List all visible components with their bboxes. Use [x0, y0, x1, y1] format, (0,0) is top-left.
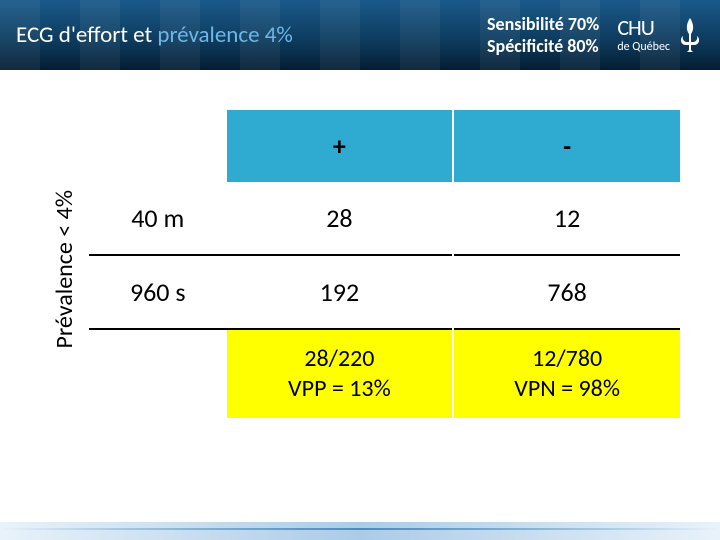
logo-text: CHU de Québec [617, 16, 670, 53]
header-spacer [89, 110, 227, 182]
sensitivity-specificity: Sensibilité 70% Spécificité 80% [487, 13, 599, 57]
fleur-de-lis-icon [676, 16, 704, 54]
col-header-minus: - [454, 110, 680, 182]
cell-0-plus: 28 [227, 182, 453, 255]
result-minus-line2: VPN = 98% [462, 374, 672, 404]
specificity-line: Spécificité 80% [487, 35, 599, 57]
result-minus-line1: 12/780 [462, 344, 672, 374]
col-header-plus: + [227, 110, 453, 182]
footer-decoration [0, 522, 720, 540]
logo-bottom: de Québec [617, 41, 670, 54]
result-row: 28/220 VPP = 13% 12/780 VPN = 98% [89, 329, 680, 418]
header-bar: ECG d'effort et prévalence 4% Sensibilit… [0, 0, 720, 70]
row-label-0: 40 m [89, 182, 227, 255]
sensitivity-line: Sensibilité 70% [487, 13, 599, 35]
result-plus-line2: VPP = 13% [235, 374, 445, 404]
cell-0-minus: 12 [454, 182, 680, 255]
result-minus: 12/780 VPN = 98% [454, 329, 680, 418]
content-area: Prévalence < 4% + - 40 m 28 12 960 s 192… [0, 70, 720, 418]
title-accent: prévalence 4% [157, 21, 292, 49]
prevalence-side-label: Prévalence < 4% [40, 190, 79, 359]
result-plus: 28/220 VPP = 13% [227, 329, 453, 418]
title-prefix: ECG d'effort et [16, 21, 157, 49]
contingency-table: + - 40 m 28 12 960 s 192 768 28/220 VPP … [89, 110, 680, 418]
table-row: 40 m 28 12 [89, 182, 680, 255]
chu-logo: CHU de Québec [617, 16, 704, 54]
cell-1-minus: 768 [454, 255, 680, 329]
cell-1-plus: 192 [227, 255, 453, 329]
result-plus-line1: 28/220 [235, 344, 445, 374]
page-title: ECG d'effort et prévalence 4% [16, 21, 467, 49]
result-spacer [89, 329, 227, 418]
logo-top: CHU [617, 16, 670, 40]
table-row: 960 s 192 768 [89, 255, 680, 329]
row-label-1: 960 s [89, 255, 227, 329]
table-header-row: + - [89, 110, 680, 182]
